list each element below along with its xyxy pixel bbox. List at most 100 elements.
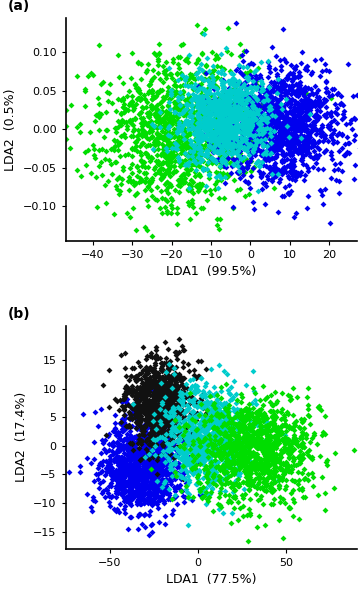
Point [242, 78, 248, 87]
Point [226, 444, 232, 454]
Point [203, 109, 209, 118]
Point [266, 454, 272, 463]
Point [265, 426, 271, 435]
Point [292, 168, 298, 177]
Point [122, 481, 128, 491]
Point [175, 468, 181, 478]
Point [143, 381, 149, 390]
Point [63, 122, 69, 131]
Point [183, 165, 189, 174]
Point [150, 405, 155, 415]
Point [227, 135, 233, 145]
Point [245, 430, 250, 440]
Point [223, 405, 229, 414]
Point [182, 426, 188, 435]
Point [220, 90, 226, 99]
Point [138, 435, 144, 444]
Point [190, 467, 195, 477]
Point [182, 459, 187, 468]
Point [293, 133, 298, 143]
Point [169, 494, 175, 503]
Point [171, 88, 177, 98]
Point [95, 421, 101, 431]
Point [166, 424, 171, 434]
Point [78, 172, 84, 181]
Point [138, 455, 144, 464]
Point [273, 166, 279, 175]
Point [110, 427, 116, 436]
Point [107, 451, 113, 461]
Point [139, 519, 145, 529]
Point [169, 392, 175, 402]
Point [259, 112, 265, 121]
Point [195, 356, 201, 366]
Point [104, 466, 110, 476]
Point [132, 374, 138, 384]
Point [106, 481, 112, 491]
Point [155, 409, 161, 419]
Point [154, 463, 159, 472]
Point [285, 409, 291, 419]
Point [201, 134, 206, 143]
Point [170, 404, 176, 413]
Point [256, 129, 262, 139]
Point [178, 428, 184, 438]
Point [170, 434, 175, 444]
Point [150, 461, 155, 471]
Point [248, 410, 253, 419]
Point [178, 68, 184, 78]
Point [206, 388, 212, 397]
Point [149, 432, 155, 442]
Point [146, 87, 151, 96]
Point [128, 464, 134, 473]
Point [248, 416, 253, 425]
Point [188, 160, 194, 170]
Point [125, 451, 131, 461]
Point [137, 455, 143, 464]
Point [252, 414, 258, 423]
Point [256, 83, 262, 93]
Point [225, 450, 231, 460]
Point [176, 63, 182, 73]
Point [247, 183, 253, 192]
Point [174, 414, 180, 423]
Point [254, 94, 260, 104]
Point [267, 101, 273, 111]
Point [227, 460, 233, 469]
Point [246, 473, 252, 482]
Point [176, 119, 182, 129]
Point [269, 117, 275, 126]
Point [191, 142, 197, 152]
Point [300, 159, 306, 169]
Point [132, 113, 138, 123]
Point [182, 73, 188, 83]
Point [120, 478, 126, 487]
Point [114, 127, 119, 137]
Point [317, 452, 323, 461]
Point [139, 118, 145, 127]
Point [114, 493, 119, 502]
Point [204, 431, 210, 441]
Point [233, 438, 238, 447]
Point [169, 371, 175, 380]
Point [213, 398, 219, 408]
Point [273, 113, 278, 122]
Point [272, 101, 278, 111]
Point [133, 394, 139, 403]
Point [225, 403, 231, 412]
Point [266, 455, 272, 465]
Point [270, 140, 276, 149]
Point [134, 132, 139, 141]
Point [137, 173, 143, 183]
Point [203, 120, 209, 129]
Point [116, 430, 122, 440]
Point [277, 119, 283, 128]
Point [248, 66, 253, 76]
Point [260, 441, 266, 451]
Point [245, 179, 251, 188]
Point [194, 95, 199, 104]
Point [123, 371, 128, 381]
Point [281, 162, 287, 172]
Point [159, 478, 165, 487]
Point [217, 155, 223, 165]
